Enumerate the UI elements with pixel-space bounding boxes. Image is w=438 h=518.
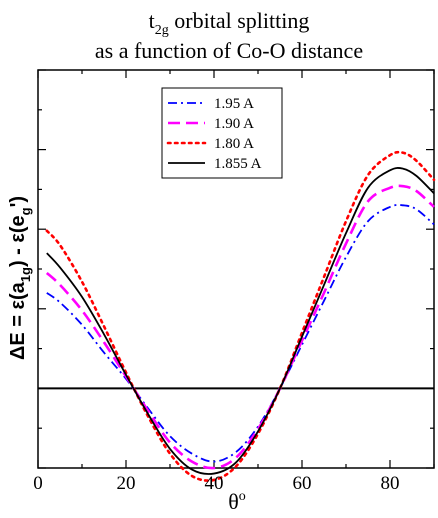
chart-title-line2: as a function of Co-O distance (95, 38, 363, 63)
series-group (45, 150, 436, 482)
y-axis-label: ΔE = ε(a1g) - ε(eg') (7, 196, 33, 360)
x-axis-label: θo (228, 489, 246, 514)
y-axis-label-p1: ΔE = ε(a (7, 281, 29, 360)
x-tick-label: 80 (381, 473, 400, 494)
x-axis-label-sup: o (239, 489, 246, 504)
series-line-3 (46, 167, 435, 475)
chart-title-line1: t2g orbital splitting (149, 8, 310, 38)
x-tick-label: 40 (205, 473, 224, 494)
legend: 1.95 A 1.90 A 1.80 A 1.855 A (161, 87, 283, 179)
legend-label: 1.80 A (214, 136, 254, 152)
y-axis-label-p3: ') (7, 196, 29, 207)
x-axis-label-main: θ (228, 489, 239, 514)
legend-label: 1.855 A (214, 156, 262, 172)
y-axis-label-p2: ) - ε(e (7, 215, 29, 267)
chart-title-main: t (149, 8, 155, 33)
chart-title-rest: orbital splitting (169, 8, 310, 33)
x-tick-label: 20 (117, 473, 136, 494)
legend-label: 1.90 A (214, 116, 254, 132)
x-tick-label: 60 (293, 473, 312, 494)
x-tick-labels: 0 20 40 60 80 (33, 473, 399, 494)
legend-label: 1.95 A (214, 96, 254, 112)
y-axis-label-p1-sub: 1g (18, 267, 33, 282)
axis-ticks (37, 69, 435, 469)
y-axis-label-p2-sub: g (18, 207, 33, 215)
series-line-1 (45, 184, 435, 470)
x-tick-label: 0 (33, 473, 43, 494)
series-line-0 (46, 204, 435, 463)
chart-title-sub: 2g (155, 23, 169, 38)
series-line-2 (45, 150, 436, 482)
